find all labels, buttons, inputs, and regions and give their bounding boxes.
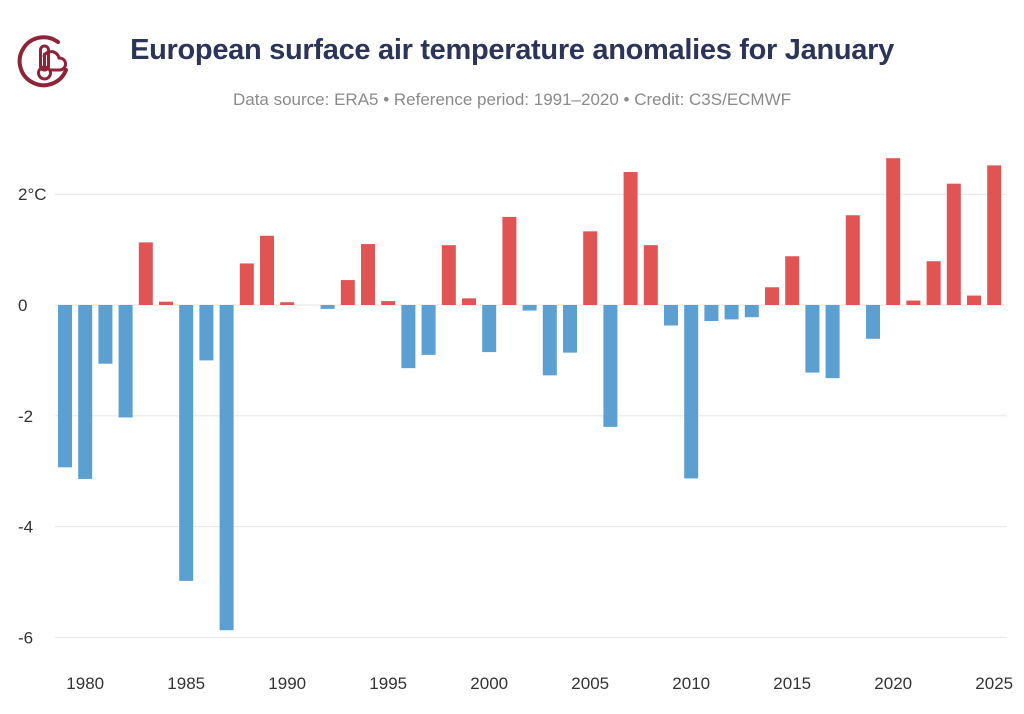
bar [482, 305, 497, 353]
bar [260, 235, 274, 305]
bar [805, 305, 820, 373]
bar [664, 305, 678, 326]
bar [118, 305, 133, 418]
bar [542, 305, 557, 376]
y-tick-label: -4 [18, 518, 33, 537]
bar [219, 305, 234, 631]
bar [340, 280, 355, 305]
y-tick-label: -6 [18, 628, 33, 647]
x-tick-label: 2010 [672, 674, 710, 693]
bar [441, 245, 456, 305]
bar [199, 305, 214, 361]
logo [14, 32, 72, 90]
bar [684, 305, 699, 479]
y-tick-label: 0 [18, 296, 27, 315]
x-tick-label: 2005 [571, 674, 609, 693]
bar [179, 305, 194, 581]
bar [785, 256, 800, 305]
bar [623, 172, 638, 305]
bar [522, 305, 537, 311]
bar [361, 244, 375, 305]
bar [825, 305, 840, 379]
x-tick-label: 1985 [167, 674, 205, 693]
bar [926, 261, 941, 305]
bar [421, 305, 436, 355]
bar [724, 305, 739, 320]
bar [603, 305, 618, 427]
bar [967, 295, 981, 305]
bar [502, 216, 517, 305]
bar [401, 305, 416, 369]
bar [704, 305, 719, 322]
bar [98, 305, 113, 364]
x-tick-label: 2000 [470, 674, 508, 693]
thermometer-cloud-icon [17, 35, 68, 88]
x-tick-label: 2015 [773, 674, 811, 693]
bar [845, 215, 860, 305]
x-tick-label: 1995 [369, 674, 407, 693]
bar [866, 305, 880, 339]
bar [886, 158, 901, 305]
bar [643, 245, 658, 305]
bar [765, 287, 779, 305]
y-tick-label: 2°C [18, 185, 47, 204]
gridlines [55, 193, 1007, 638]
x-tick-label: 2020 [874, 674, 912, 693]
chart-subtitle: Data source: ERA5 • Reference period: 19… [232, 90, 792, 109]
bars [58, 158, 1002, 631]
bar [78, 305, 93, 479]
bar [280, 302, 295, 305]
bar [58, 305, 72, 468]
bar [946, 183, 961, 305]
bar [320, 305, 335, 309]
y-tick-label: -2 [18, 407, 33, 426]
bar [906, 300, 921, 305]
bar [462, 298, 476, 305]
chart-title: European surface air temperature anomali… [130, 34, 894, 66]
bar [583, 231, 598, 305]
x-tick-label: 2025 [975, 674, 1013, 693]
bar [744, 305, 759, 318]
x-tick-label: 1990 [268, 674, 306, 693]
bar [159, 301, 173, 305]
y-axis-ticks: 2°C 0 -2 -4 -6 [18, 185, 47, 647]
x-tick-label: 1980 [66, 674, 104, 693]
bar [563, 305, 577, 353]
bar [381, 301, 396, 305]
x-axis-ticks: 1980 1985 1990 1995 2000 2005 2010 2015 2020 2025 [66, 674, 1013, 693]
bar [138, 242, 153, 305]
bar [987, 165, 1002, 305]
bar [239, 263, 254, 305]
